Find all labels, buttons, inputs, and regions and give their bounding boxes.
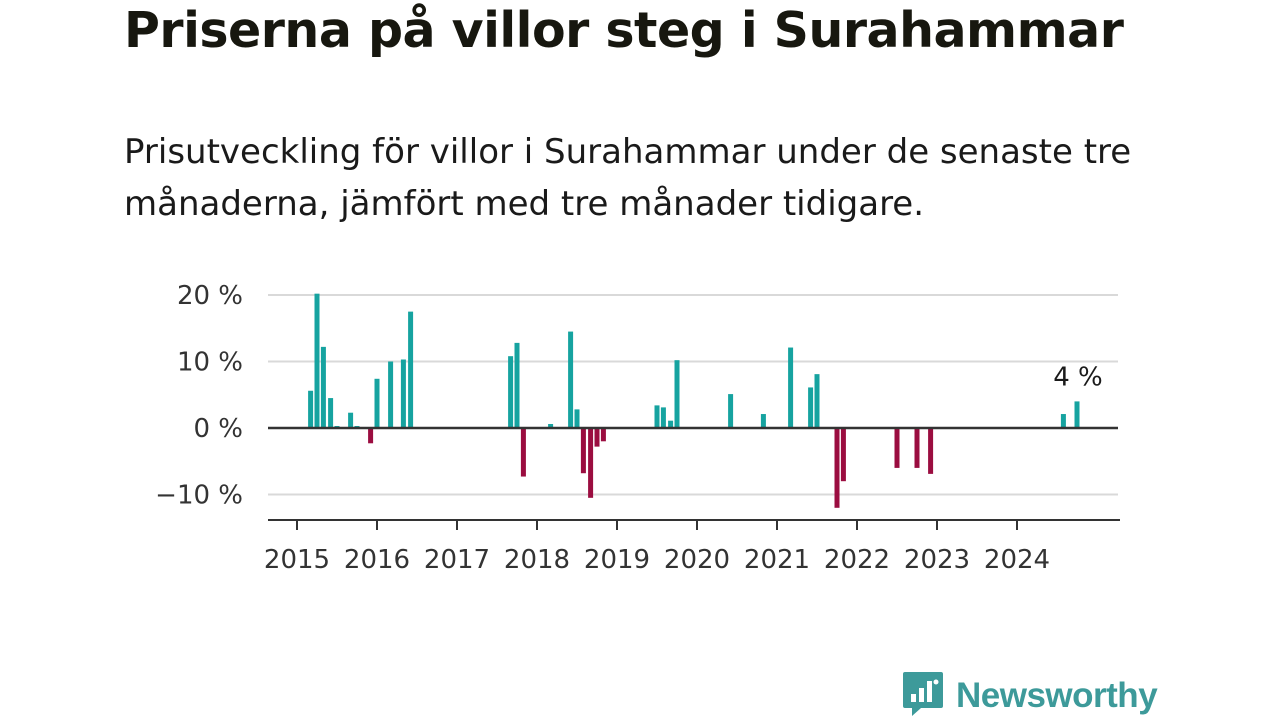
- bar: [834, 428, 840, 508]
- bar: [574, 409, 580, 428]
- page-title: Priserna på villor steg i Surahammar: [124, 2, 1124, 59]
- bars: [308, 293, 1080, 508]
- bar: [388, 361, 394, 428]
- bar: [600, 428, 606, 442]
- y-tick-label: 0 %: [193, 414, 243, 444]
- annotations: 4 %: [1053, 362, 1103, 392]
- bar: [508, 356, 514, 428]
- bar: [1060, 414, 1066, 428]
- bar: [674, 360, 680, 428]
- bar: [814, 374, 820, 428]
- bar: [668, 420, 674, 428]
- bar: [514, 342, 520, 428]
- bar: [654, 405, 660, 428]
- chart-subtitle: Prisutveckling för villor i Surahammar u…: [124, 132, 1132, 224]
- bar: [374, 378, 380, 428]
- bar: [408, 311, 414, 428]
- y-tick-label: −10 %: [155, 481, 243, 511]
- bar: [548, 424, 554, 428]
- x-tick-label: 2021: [744, 545, 810, 575]
- bar: [328, 398, 334, 428]
- bar: [320, 346, 326, 428]
- bar: [788, 347, 794, 428]
- x-axis: 2015 2016 2017 2018 2019 2020 2021 2022 2023 2024: [264, 426, 1120, 575]
- bar: [928, 428, 934, 474]
- x-tick-label: 2017: [424, 545, 490, 575]
- gridlines: [268, 294, 1118, 496]
- x-tick-label: 2023: [904, 545, 970, 575]
- bar: [894, 428, 900, 468]
- x-tick-label: 2019: [584, 545, 650, 575]
- bar: [728, 394, 734, 428]
- bar: [580, 428, 586, 474]
- bar: [308, 390, 314, 428]
- bar: [520, 428, 526, 477]
- x-tick-label: 2020: [664, 545, 730, 575]
- x-tick-label: 2015: [264, 545, 330, 575]
- bar: [914, 428, 920, 468]
- newsworthy-logo-icon: [902, 670, 944, 722]
- bar: [568, 331, 574, 428]
- bar: [594, 428, 600, 447]
- bar: [368, 428, 374, 444]
- bar: [588, 428, 594, 498]
- bar: [660, 407, 666, 428]
- x-tick-label: 2016: [344, 545, 410, 575]
- bar: [314, 293, 320, 428]
- bar: [400, 359, 406, 428]
- bar: [808, 387, 814, 428]
- newsworthy-logo-text: Newsworthy: [956, 676, 1158, 715]
- x-tick-label: 2024: [984, 545, 1050, 575]
- x-tick-label: 2018: [504, 545, 570, 575]
- y-axis-labels: 20 % 10 % 0 % −10 %: [155, 281, 243, 511]
- x-tick-label: 2022: [824, 545, 890, 575]
- newsworthy-logo: Newsworthy: [902, 670, 1158, 722]
- bar: [348, 412, 354, 428]
- bar: [760, 414, 766, 428]
- y-tick-label: 20 %: [177, 281, 243, 311]
- y-tick-label: 10 %: [177, 348, 243, 378]
- latest-value-label: 4 %: [1053, 362, 1103, 392]
- bar: [840, 428, 846, 482]
- bar: [1074, 401, 1080, 428]
